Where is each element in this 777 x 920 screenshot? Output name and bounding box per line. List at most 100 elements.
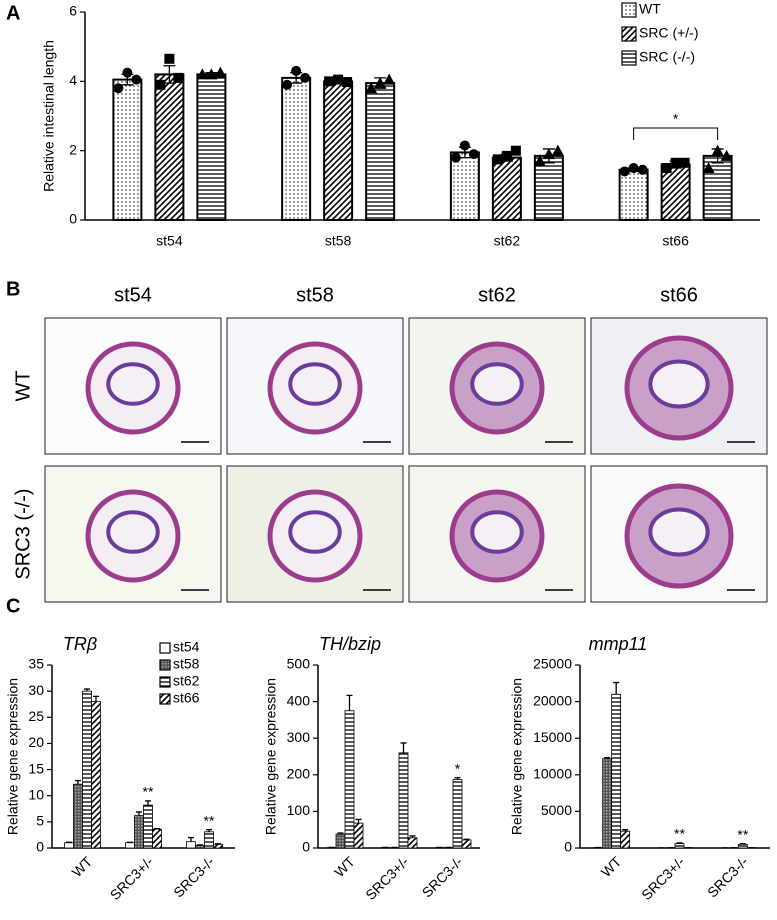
data-point bbox=[542, 148, 555, 160]
y-tick-label: 4 bbox=[69, 72, 77, 88]
y-tick-label: 15 bbox=[28, 760, 44, 776]
legend-swatch bbox=[621, 2, 637, 18]
error-bar bbox=[75, 779, 81, 785]
lumen bbox=[470, 362, 524, 406]
bar bbox=[461, 839, 472, 849]
data-point bbox=[365, 82, 378, 94]
data-point bbox=[510, 145, 521, 156]
x-tick-label: st66 bbox=[662, 233, 689, 249]
x-tick-label: WT bbox=[331, 853, 358, 880]
y-axis-label: Relative intestinal length bbox=[41, 40, 57, 192]
legend-label: SRC (-/-) bbox=[639, 49, 695, 65]
bar bbox=[620, 830, 631, 849]
histology-panel bbox=[44, 317, 768, 603]
bar bbox=[602, 758, 613, 849]
data-point bbox=[637, 164, 648, 175]
column-label: st58 bbox=[296, 284, 334, 306]
panel-label: C bbox=[6, 595, 20, 617]
lumen bbox=[648, 359, 710, 409]
significance-label: * bbox=[455, 760, 461, 776]
x-tick-label: SRC3+/- bbox=[107, 853, 157, 903]
chart-title: mmp11 bbox=[589, 634, 648, 654]
column-label: st62 bbox=[478, 284, 516, 306]
error-bar bbox=[127, 841, 133, 843]
bar bbox=[335, 833, 346, 849]
error-bar bbox=[154, 828, 160, 830]
lumen bbox=[648, 507, 710, 557]
data-point bbox=[333, 74, 344, 85]
legend-swatch bbox=[159, 676, 171, 688]
data-point bbox=[291, 65, 302, 76]
y-tick-label: 5 bbox=[36, 813, 44, 829]
data-point bbox=[164, 53, 175, 64]
x-tick-label: WT bbox=[69, 853, 96, 880]
bar bbox=[344, 710, 355, 849]
legend-swatch bbox=[621, 26, 637, 42]
data-point bbox=[501, 150, 512, 161]
data-point bbox=[720, 149, 733, 161]
data-point bbox=[155, 79, 166, 90]
error-bar bbox=[409, 835, 416, 838]
error-bar bbox=[206, 829, 212, 832]
y-tick-label: 0 bbox=[564, 839, 572, 855]
data-point bbox=[619, 166, 630, 177]
y-axis-label: Relative gene expression bbox=[263, 678, 279, 835]
lumen bbox=[288, 362, 342, 406]
data-point bbox=[551, 144, 564, 156]
bar bbox=[195, 844, 205, 849]
panel-label: A bbox=[6, 2, 20, 24]
legend-swatch bbox=[159, 659, 171, 671]
significance-label: ** bbox=[674, 826, 685, 842]
data-point bbox=[113, 83, 124, 94]
data-point bbox=[300, 72, 311, 83]
data-point bbox=[679, 157, 690, 168]
y-tick-label: 0 bbox=[69, 211, 77, 227]
x-tick-label: SRC3+/- bbox=[638, 853, 688, 903]
error-bar bbox=[355, 818, 362, 824]
y-tick-label: 200 bbox=[287, 766, 311, 782]
data-point bbox=[711, 144, 724, 156]
data-point bbox=[324, 76, 335, 87]
error-bar bbox=[337, 832, 344, 835]
y-tick-label: 25000 bbox=[533, 656, 572, 672]
bar bbox=[91, 701, 101, 849]
error-bar bbox=[739, 842, 746, 845]
chart-title: TRβ bbox=[63, 634, 97, 654]
y-tick-label: 300 bbox=[287, 729, 311, 745]
error-bar bbox=[622, 829, 629, 832]
bar bbox=[73, 783, 83, 849]
data-point bbox=[214, 66, 227, 78]
significance-label: * bbox=[673, 111, 679, 127]
bar bbox=[82, 690, 92, 849]
x-tick-label: WT bbox=[598, 853, 625, 880]
y-tick-label: 20000 bbox=[533, 692, 572, 708]
legend-label: st66 bbox=[173, 690, 200, 706]
bar bbox=[112, 78, 143, 221]
panel-label: B bbox=[6, 278, 20, 300]
data-point bbox=[533, 155, 546, 167]
data-point bbox=[282, 79, 293, 90]
data-point bbox=[628, 163, 639, 173]
bar bbox=[398, 752, 409, 849]
bar bbox=[281, 76, 312, 221]
bar bbox=[323, 80, 354, 222]
legend-label: SRC (+/-) bbox=[639, 25, 699, 41]
data-point bbox=[342, 77, 353, 88]
data-point bbox=[702, 162, 715, 173]
bar bbox=[213, 843, 223, 849]
y-tick-label: 100 bbox=[287, 802, 311, 818]
bar bbox=[491, 156, 522, 222]
y-tick-label: 20 bbox=[28, 734, 44, 750]
x-tick-label: st58 bbox=[325, 233, 352, 249]
bar bbox=[134, 815, 144, 849]
error-bar bbox=[188, 836, 194, 842]
significance-label: ** bbox=[143, 784, 154, 800]
bar bbox=[154, 73, 185, 222]
legend-swatch bbox=[159, 642, 171, 654]
x-tick-label: SRC3-/- bbox=[170, 853, 217, 900]
error-bar bbox=[454, 777, 461, 780]
error-bar bbox=[604, 756, 611, 759]
error-bar bbox=[66, 841, 72, 843]
bar bbox=[143, 804, 153, 849]
